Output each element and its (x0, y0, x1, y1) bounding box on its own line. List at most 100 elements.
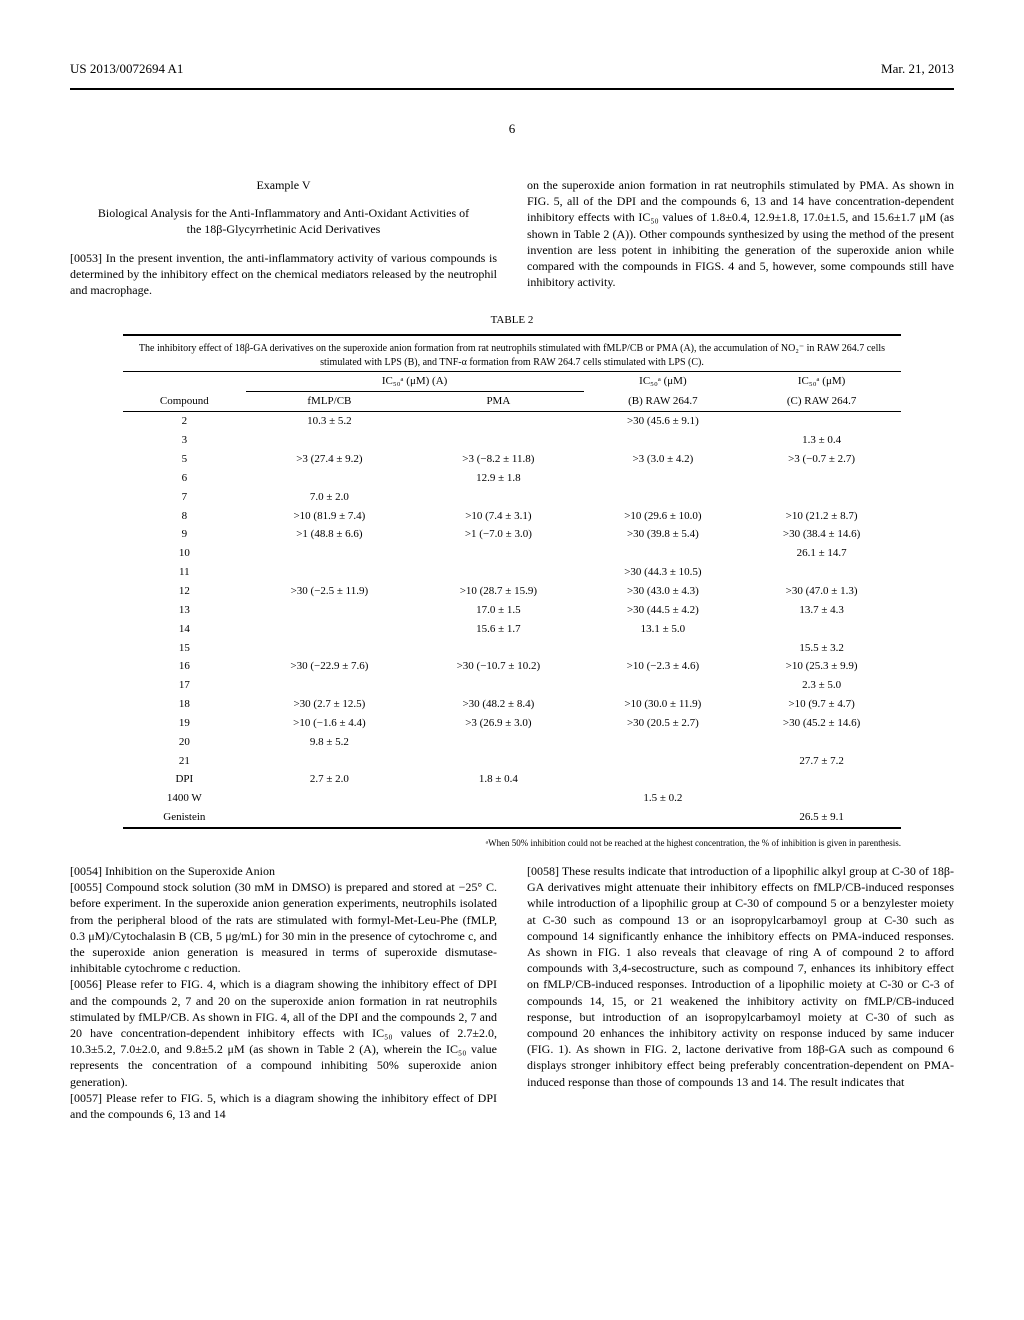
table-cell (584, 544, 743, 563)
table-cell: >30 (20.5 ± 2.7) (584, 714, 743, 733)
col-pma: PMA (413, 391, 583, 411)
table-cell: >10 (30.0 ± 11.9) (584, 695, 743, 714)
table-cell (584, 808, 743, 828)
table-cell: 15 (123, 639, 246, 658)
table-cell: >30 (44.3 ± 10.5) (584, 563, 743, 582)
table-cell (413, 752, 583, 771)
table-cell (584, 488, 743, 507)
table-cell (413, 733, 583, 752)
table-cell: 7.0 ± 2.0 (246, 488, 414, 507)
table-row: 10 26.1 ± 14.7 (123, 544, 901, 563)
table-cell: >1 (−7.0 ± 3.0) (413, 525, 583, 544)
col-b: (B) RAW 264.7 (584, 391, 743, 411)
head-c: IC₅₀ᵃ (μM) (742, 372, 901, 392)
table-cell (246, 676, 414, 695)
table-cell (584, 639, 743, 658)
table-cell: >30 (−22.9 ± 7.6) (246, 657, 414, 676)
table-cell: 2.7 ± 2.0 (246, 770, 414, 789)
paragraph-continuation: on the superoxide anion formation in rat… (527, 177, 954, 290)
table-cell (413, 544, 583, 563)
table-label: TABLE 2 (70, 313, 954, 328)
table-cell: >10 (−1.6 ± 4.4) (246, 714, 414, 733)
table-cell: >30 (39.8 ± 5.4) (584, 525, 743, 544)
table-row: 1317.0 ± 1.5>30 (44.5 ± 4.2)13.7 ± 4.3 (123, 601, 901, 620)
table-row: 1400 W1.5 ± 0.2 (123, 789, 901, 808)
table-cell: >10 (21.2 ± 8.7) (742, 507, 901, 526)
table-row: 2127.7 ± 7.2 (123, 752, 901, 771)
table-cell: 1.5 ± 0.2 (584, 789, 743, 808)
table-cell (584, 770, 743, 789)
table-cell: 5 (123, 450, 246, 469)
table-cell: 7 (123, 488, 246, 507)
upper-columns: Example V Biological Analysis for the An… (70, 177, 954, 298)
table-cell: >30 (2.7 ± 12.5) (246, 695, 414, 714)
table-cell: 1.3 ± 0.4 (742, 431, 901, 450)
table-cell: 9.8 ± 5.2 (246, 733, 414, 752)
table-cell: >3 (27.4 ± 9.2) (246, 450, 414, 469)
table-cell (584, 752, 743, 771)
table-cell: 13 (123, 601, 246, 620)
table-cell: >10 (28.7 ± 15.9) (413, 582, 583, 601)
table-row: 16>30 (−22.9 ± 7.6)>30 (−10.7 ± 10.2)>10… (123, 657, 901, 676)
table-cell: >1 (48.8 ± 6.6) (246, 525, 414, 544)
table-cell (413, 411, 583, 431)
table-cell: >10 (−2.3 ± 4.6) (584, 657, 743, 676)
table-cell: 20 (123, 733, 246, 752)
table-row: 172.3 ± 5.0 (123, 676, 901, 695)
table-row: 18>30 (2.7 ± 12.5)>30 (48.2 ± 8.4)>10 (3… (123, 695, 901, 714)
table-cell: >30 (47.0 ± 1.3) (742, 582, 901, 601)
paragraph-0054: [0054] Inhibition on the Superoxide Anio… (70, 863, 497, 879)
table-cell: >10 (9.7 ± 4.7) (742, 695, 901, 714)
table-cell: >30 (38.4 ± 14.6) (742, 525, 901, 544)
table-cell (413, 488, 583, 507)
table-cell (742, 733, 901, 752)
table-cell (413, 431, 583, 450)
group-head-a: IC₅₀ᵃ (μM) (A) (246, 372, 584, 392)
table-cell: >30 (45.2 ± 14.6) (742, 714, 901, 733)
right-column-upper: on the superoxide anion formation in rat… (527, 177, 954, 298)
table-cell (413, 563, 583, 582)
table-cell (246, 544, 414, 563)
table-cell: 19 (123, 714, 246, 733)
table-footnote: ᵃWhen 50% inhibition could not be reache… (70, 837, 901, 849)
table-cell (246, 469, 414, 488)
table-row: 77.0 ± 2.0 (123, 488, 901, 507)
table-cell: 10 (123, 544, 246, 563)
table-body: The inhibitory effect of 18β-GA derivati… (123, 334, 901, 833)
table-row: 19>10 (−1.6 ± 4.4)>3 (26.9 ± 3.0)>30 (20… (123, 714, 901, 733)
table-cell (246, 601, 414, 620)
table-caption: The inhibitory effect of 18β-GA derivati… (123, 335, 901, 372)
head-b: IC₅₀ᵃ (μM) (584, 372, 743, 392)
table-cell (742, 770, 901, 789)
publication-number: US 2013/0072694 A1 (70, 60, 183, 78)
table-cell: 6 (123, 469, 246, 488)
table-cell (742, 563, 901, 582)
table-row: 5>3 (27.4 ± 9.2)>3 (−8.2 ± 11.8)>3 (3.0 … (123, 450, 901, 469)
table-cell: >30 (−10.7 ± 10.2) (413, 657, 583, 676)
lower-columns: [0054] Inhibition on the Superoxide Anio… (70, 863, 954, 1122)
table-cell: >10 (29.6 ± 10.0) (584, 507, 743, 526)
table-row: 3 1.3 ± 0.4 (123, 431, 901, 450)
table-cell: 10.3 ± 5.2 (246, 411, 414, 431)
table-cell (413, 808, 583, 828)
table-row: 8>10 (81.9 ± 7.4)>10 (7.4 ± 3.1)>10 (29.… (123, 507, 901, 526)
table-cell: 3 (123, 431, 246, 450)
table-cell: 1.8 ± 0.4 (413, 770, 583, 789)
table-cell (246, 752, 414, 771)
table-cell (413, 789, 583, 808)
table-cell: >3 (3.0 ± 4.2) (584, 450, 743, 469)
table-cell: >30 (44.5 ± 4.2) (584, 601, 743, 620)
table-cell: 13.7 ± 4.3 (742, 601, 901, 620)
example-title: Biological Analysis for the Anti-Inflamm… (70, 205, 497, 237)
page-header: US 2013/0072694 A1 Mar. 21, 2013 (70, 60, 954, 78)
table-cell: 26.1 ± 14.7 (742, 544, 901, 563)
table-row: 612.9 ± 1.8 (123, 469, 901, 488)
table-cell (742, 411, 901, 431)
table-cell: >10 (25.3 ± 9.9) (742, 657, 901, 676)
table-row: 9>1 (48.8 ± 6.6)>1 (−7.0 ± 3.0)>30 (39.8… (123, 525, 901, 544)
table-cell (246, 808, 414, 828)
col-fmlp: fMLP/CB (246, 391, 414, 411)
table-cell: 18 (123, 695, 246, 714)
paragraph-0056: [0056] Please refer to FIG. 4, which is … (70, 976, 497, 1089)
paragraph-0058: [0058] These results indicate that intro… (527, 863, 954, 1090)
